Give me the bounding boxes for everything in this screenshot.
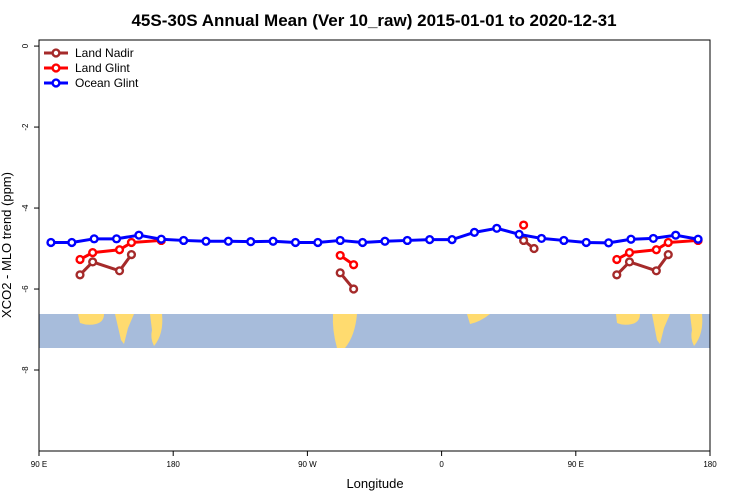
data-point-ocean-glint bbox=[671, 230, 681, 240]
data-point-ocean-glint bbox=[156, 234, 166, 244]
legend-item-land-glint: Land Glint bbox=[44, 61, 130, 75]
series-layer bbox=[46, 220, 703, 294]
data-point-ocean-glint bbox=[380, 236, 390, 246]
legend-label: Land Glint bbox=[75, 61, 130, 75]
data-point-ocean-glint bbox=[492, 223, 502, 233]
data-point-land-glint bbox=[75, 254, 85, 265]
south-america-landmass bbox=[332, 314, 357, 348]
x-tick-label: 180 bbox=[167, 460, 181, 469]
australia-landmass bbox=[652, 314, 670, 344]
data-point-ocean-glint bbox=[402, 235, 412, 246]
x-tick-label: 90 E bbox=[31, 460, 47, 469]
data-point-land-nadir bbox=[519, 235, 529, 246]
x-tick-label: 180 bbox=[703, 460, 717, 469]
y-tick-label: -8 bbox=[21, 366, 30, 374]
data-point-ocean-glint bbox=[134, 230, 144, 240]
legend-marker bbox=[51, 78, 61, 88]
x-axis-label: Longitude bbox=[346, 476, 403, 491]
data-point-ocean-glint bbox=[89, 234, 99, 244]
data-point-land-glint bbox=[335, 250, 345, 261]
data-point-ocean-glint bbox=[357, 237, 368, 248]
africa-landmass bbox=[467, 314, 490, 324]
australia-landmass bbox=[115, 314, 134, 344]
plot-frame bbox=[38, 39, 711, 452]
series-line-land-nadir bbox=[78, 253, 133, 276]
data-point-land-nadir bbox=[349, 284, 359, 294]
data-point-land-nadir bbox=[126, 250, 137, 260]
data-point-land-nadir bbox=[335, 268, 345, 278]
x-tick-label: 0 bbox=[439, 460, 444, 469]
x-axis: 90 E 180 90 W 0 90 E 180 bbox=[31, 451, 717, 469]
legend-item-ocean-glint: Ocean Glint bbox=[44, 76, 139, 90]
data-point-ocean-glint bbox=[67, 237, 77, 248]
data-point-ocean-glint bbox=[648, 233, 658, 244]
data-point-land-glint bbox=[519, 220, 529, 230]
legend-marker bbox=[51, 48, 61, 58]
y-tick-label: -4 bbox=[21, 204, 30, 212]
series-ocean-glint bbox=[46, 223, 703, 248]
data-point-land-nadir bbox=[624, 257, 635, 267]
new-zealand-landmass bbox=[150, 314, 163, 346]
data-point-ocean-glint bbox=[290, 237, 301, 248]
y-axis-label: XCO2 - MLO trend (ppm) bbox=[0, 172, 14, 318]
x-tick-label: 90 E bbox=[568, 460, 584, 469]
data-point-ocean-glint bbox=[626, 234, 636, 244]
data-point-ocean-glint bbox=[111, 234, 122, 244]
series-land-nadir bbox=[75, 235, 673, 294]
legend-item-land-nadir: Land Nadir bbox=[44, 46, 134, 60]
data-point-ocean-glint bbox=[179, 235, 189, 246]
data-point-land-nadir bbox=[114, 266, 125, 276]
legend-label: Land Nadir bbox=[75, 46, 134, 60]
data-point-ocean-glint bbox=[559, 235, 569, 246]
legend-marker bbox=[51, 63, 61, 73]
data-point-land-nadir bbox=[651, 266, 661, 276]
series-line-land-nadir bbox=[615, 253, 670, 276]
data-point-land-glint bbox=[651, 245, 661, 255]
data-point-land-glint bbox=[349, 260, 359, 270]
data-point-land-nadir bbox=[612, 270, 622, 280]
data-point-land-nadir bbox=[75, 270, 85, 280]
data-point-ocean-glint bbox=[581, 237, 591, 248]
data-point-ocean-glint bbox=[313, 237, 323, 248]
data-point-ocean-glint bbox=[514, 229, 524, 239]
data-point-ocean-glint bbox=[335, 235, 345, 246]
data-point-land-glint bbox=[612, 254, 622, 265]
y-tick-label: -6 bbox=[21, 285, 30, 293]
data-point-ocean-glint bbox=[246, 237, 256, 247]
data-point-land-nadir bbox=[529, 243, 539, 254]
data-point-ocean-glint bbox=[604, 238, 614, 248]
australia-landmass bbox=[616, 314, 640, 325]
chart-title: 45S-30S Annual Mean (Ver 10_raw) 2015-01… bbox=[131, 11, 616, 30]
data-point-land-glint bbox=[88, 247, 98, 258]
data-point-land-glint bbox=[126, 237, 137, 248]
data-point-land-nadir bbox=[88, 257, 98, 267]
y-tick-label: 0 bbox=[21, 43, 30, 48]
y-axis: 0 -2 -4 -6 -8 bbox=[21, 43, 39, 374]
legend-label: Ocean Glint bbox=[75, 76, 139, 90]
data-point-land-glint bbox=[624, 247, 635, 258]
data-point-ocean-glint bbox=[536, 233, 547, 244]
world-map-strip bbox=[39, 314, 710, 348]
data-point-ocean-glint bbox=[693, 234, 703, 244]
data-point-ocean-glint bbox=[201, 236, 211, 246]
data-point-ocean-glint bbox=[46, 237, 56, 248]
data-point-ocean-glint bbox=[223, 236, 233, 246]
data-point-ocean-glint bbox=[268, 236, 278, 246]
australia-landmass bbox=[78, 314, 104, 325]
data-point-ocean-glint bbox=[447, 235, 457, 245]
new-zealand-landmass bbox=[690, 314, 703, 346]
data-point-land-glint bbox=[663, 237, 673, 248]
x-tick-label: 90 W bbox=[298, 460, 317, 469]
data-point-land-nadir bbox=[663, 250, 673, 260]
data-point-ocean-glint bbox=[469, 227, 480, 237]
y-tick-label: -2 bbox=[21, 123, 30, 131]
data-point-ocean-glint bbox=[425, 235, 435, 245]
data-point-land-glint bbox=[114, 245, 125, 255]
